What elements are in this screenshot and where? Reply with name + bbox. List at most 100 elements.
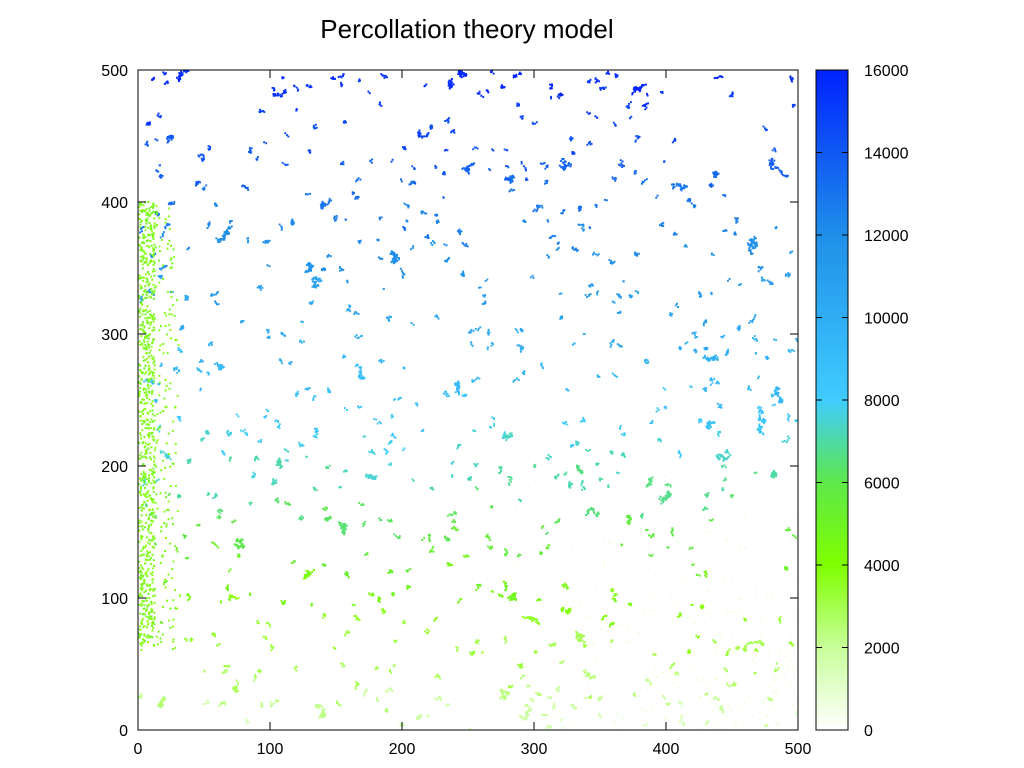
heatmap-cell: [693, 204, 695, 207]
heatmap-cell: [536, 599, 539, 602]
heatmap-cell: [236, 689, 239, 692]
heatmap-cell: [604, 640, 607, 643]
heatmap-cell: [760, 425, 763, 428]
heatmap-cell: [323, 518, 326, 521]
heatmap-cell: [718, 565, 721, 568]
heatmap-cell: [593, 674, 596, 677]
heatmap-cell: [538, 623, 541, 626]
heatmap-cell: [701, 581, 704, 583]
heatmap-cell: [665, 621, 668, 623]
heatmap-cell: [780, 172, 783, 175]
heatmap-cell: [630, 101, 632, 104]
heatmap-cell: [585, 672, 588, 675]
heatmap-cell: [643, 105, 646, 107]
heatmap-cell: [610, 575, 613, 578]
heatmap-cell: [546, 531, 549, 534]
heatmap-cell: [235, 686, 238, 689]
heatmap-cell: [615, 471, 618, 474]
heatmap-cell: [418, 131, 421, 134]
heatmap-cell: [770, 281, 773, 284]
heatmap-cell: [707, 357, 710, 360]
heatmap-cell: [501, 692, 504, 695]
heatmap-cell: [447, 564, 450, 567]
heatmap-cell: [339, 704, 342, 707]
heatmap-cell: [139, 228, 142, 231]
heatmap-cell: [677, 655, 680, 657]
heatmap-cell: [448, 79, 451, 82]
heatmap-cell: [418, 716, 421, 719]
heatmap-cell: [265, 621, 268, 624]
heatmap-cell: [755, 655, 757, 658]
heatmap-cell: [443, 173, 446, 176]
heatmap-cell: [249, 150, 252, 153]
heatmap-cell: [149, 291, 152, 294]
heatmap-cell: [555, 475, 558, 478]
heatmap-cell: [708, 613, 711, 615]
heatmap-cell: [241, 545, 244, 548]
heatmap-cell: [722, 459, 725, 462]
heatmap-cell: [521, 347, 524, 350]
heatmap-cell: [585, 675, 588, 678]
heatmap-cell: [359, 335, 362, 338]
heatmap-cell: [752, 337, 754, 339]
heatmap-cell: [382, 359, 385, 362]
heatmap-cell: [611, 372, 614, 375]
heatmap-cell: [543, 593, 546, 595]
heatmap-cell: [256, 620, 259, 623]
heatmap-cell: [163, 266, 166, 269]
heatmap-cell: [304, 576, 307, 579]
heatmap-cell: [523, 221, 526, 223]
heatmap-cell: [148, 123, 151, 126]
heatmap-cell: [279, 464, 282, 467]
heatmap-cell: [753, 472, 756, 475]
heatmap-cell: [738, 607, 741, 610]
heatmap-cell: [755, 492, 758, 495]
heatmap-cell: [618, 728, 621, 730]
heatmap-cell: [281, 161, 284, 164]
heatmap-cell: [515, 597, 517, 600]
heatmap-cell: [760, 406, 763, 409]
heatmap-cell: [554, 235, 557, 238]
heatmap-cell: [342, 73, 345, 76]
heatmap-cell: [362, 435, 365, 438]
heatmap-cell: [712, 171, 715, 174]
heatmap-cell: [448, 538, 451, 541]
heatmap-cell: [313, 127, 316, 130]
heatmap-cell: [240, 544, 243, 547]
heatmap-cell: [597, 632, 600, 635]
heatmap-cell: [384, 449, 387, 452]
heatmap-cell: [690, 386, 693, 388]
heatmap-cell: [206, 429, 209, 432]
heatmap-cell: [634, 139, 637, 142]
heatmap-cell: [452, 460, 455, 463]
heatmap-cell: [295, 109, 298, 112]
heatmap-cell: [676, 534, 679, 537]
heatmap-cell: [558, 710, 561, 712]
heatmap-cell: [780, 401, 783, 404]
heatmap-cell: [325, 519, 328, 522]
heatmap-cell: [724, 229, 727, 232]
heatmap-cell: [391, 690, 394, 692]
heatmap-cell: [423, 212, 426, 215]
heatmap-cell: [358, 78, 361, 81]
heatmap-cell: [446, 118, 449, 121]
heatmap-cell: [153, 76, 156, 79]
heatmap-cell: [703, 682, 706, 684]
heatmap-cell: [355, 618, 358, 621]
heatmap-cell: [673, 662, 675, 665]
heatmap-cell: [390, 520, 393, 523]
heatmap-cell: [283, 163, 286, 166]
heatmap-cell: [284, 599, 287, 602]
heatmap-cell: [515, 377, 518, 380]
heatmap-cell: [760, 643, 763, 646]
heatmap-cell: [773, 469, 776, 472]
heatmap-cell: [588, 293, 591, 296]
heatmap-cell: [139, 693, 142, 696]
heatmap-cell: [750, 243, 753, 246]
heatmap-cell: [597, 698, 600, 701]
heatmap-cell: [578, 209, 581, 212]
heatmap-cell: [620, 453, 623, 456]
heatmap-cell: [665, 538, 668, 541]
heatmap-cell: [530, 618, 533, 621]
heatmap-cell: [161, 233, 164, 235]
